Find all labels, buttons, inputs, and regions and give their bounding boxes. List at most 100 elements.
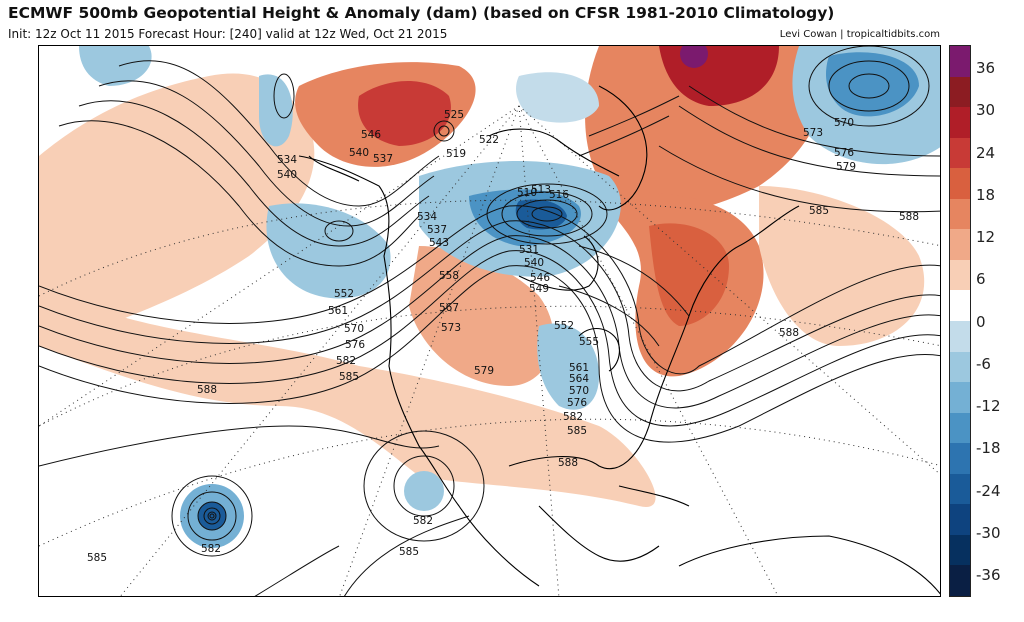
anomaly-north-atlantic-core — [826, 52, 919, 117]
anomaly-great-lakes — [537, 323, 599, 410]
colorbar-segment — [950, 198, 970, 230]
contour — [588, 95, 680, 137]
contour-label: 585 — [567, 425, 587, 437]
colorbar-segment — [950, 504, 970, 536]
colorbar-label: -6 — [976, 354, 991, 373]
longitude-line — [119, 105, 520, 596]
contour — [39, 205, 940, 375]
colorbar-segment — [950, 321, 970, 353]
contour-label: 567 — [439, 302, 459, 314]
colorbar-segment — [950, 534, 970, 566]
contour-label: 588 — [899, 211, 919, 223]
contour-label: 579 — [836, 161, 856, 173]
contour-label: 546 — [530, 272, 550, 284]
coastline-central-america — [538, 505, 660, 562]
contour-label: 588 — [197, 384, 217, 396]
contour-label: 579 — [474, 365, 494, 377]
contour-label: 585 — [87, 552, 107, 564]
colorbar-label: -18 — [976, 439, 1001, 458]
anomaly-colorbar — [949, 45, 971, 597]
anomaly-west-us — [409, 246, 554, 386]
colorbar-segment — [950, 259, 970, 291]
contour-label: 585 — [339, 371, 359, 383]
closed-contour — [187, 491, 237, 541]
contour-label: 585 — [399, 546, 419, 558]
contour-label: 561 — [328, 305, 348, 317]
colorbar-segment — [950, 76, 970, 108]
contour-label: 516 — [549, 189, 569, 201]
contour-label: 576 — [345, 339, 365, 351]
credit-text: Levi Cowan | tropicaltidbits.com — [779, 29, 940, 40]
contour — [344, 515, 470, 596]
anomaly-hudson — [516, 72, 599, 123]
closed-contour — [516, 199, 578, 229]
contour — [578, 245, 690, 317]
anomaly-greenland — [585, 46, 827, 215]
contour-label: 540 — [349, 147, 369, 159]
colorbar-label: 30 — [976, 101, 996, 120]
anomaly-east-us-core — [649, 223, 729, 326]
contour-label: 588 — [558, 457, 578, 469]
longitude-line — [39, 105, 520, 427]
colorbar-label: 18 — [976, 185, 996, 204]
contour — [39, 250, 940, 427]
colorbar-label: 24 — [976, 143, 996, 162]
coastlines — [298, 85, 940, 595]
map-svg: 534 540 546 540 537 525 522 519 534 537 … — [39, 46, 940, 596]
contour-label: 585 — [809, 205, 829, 217]
contour-label: 522 — [479, 134, 499, 146]
colorbar-label: 36 — [976, 59, 996, 77]
closed-contour — [207, 511, 217, 521]
closed-contour — [209, 513, 215, 519]
coastline-greenland — [598, 85, 648, 211]
anomaly-north-pacific-low — [79, 46, 152, 86]
closed-contour — [273, 73, 295, 119]
contour-label: 540 — [524, 257, 544, 269]
colorbar-segment — [950, 351, 970, 383]
colorbar-segment — [950, 46, 970, 78]
contour-label: 552 — [554, 320, 574, 332]
contour-label: 537 — [427, 224, 447, 236]
closed-contour — [531, 206, 563, 222]
contour-label: 546 — [361, 129, 381, 141]
contour-label: 573 — [803, 127, 823, 139]
contour-label: 534 — [277, 154, 297, 166]
colorbar-label: 12 — [976, 228, 996, 246]
closed-contour — [828, 60, 910, 112]
closed-contour — [393, 455, 455, 517]
closed-contour — [808, 46, 930, 127]
contour-label: 564 — [569, 373, 589, 385]
contour — [78, 100, 430, 247]
contour-label: 552 — [334, 288, 354, 300]
contour-label: 531 — [519, 244, 539, 256]
contour-label: 558 — [439, 270, 459, 282]
coastline-alaska-south — [308, 155, 360, 182]
coastline-arctic-islands — [488, 128, 620, 177]
positive-anomaly-shading — [39, 46, 925, 507]
contour — [678, 105, 940, 177]
contour — [39, 220, 940, 392]
anomaly-gulf-alaska-low — [266, 203, 391, 299]
contour-label: 573 — [441, 322, 461, 334]
coastline-gulf-east — [508, 205, 800, 470]
colorbar-label: -30 — [976, 523, 1001, 542]
contour — [254, 545, 340, 596]
colorbar-segment — [950, 290, 970, 322]
closed-contour — [433, 120, 455, 142]
contour-label: 510 — [517, 187, 537, 199]
coastline-south-america — [678, 535, 940, 595]
anomaly-atlantic — [759, 186, 925, 346]
contour-label: 543 — [429, 237, 449, 249]
contour — [578, 115, 670, 157]
colorbar-segment — [950, 412, 970, 444]
graticule — [39, 105, 940, 596]
init-forecast-line: Init: 12z Oct 11 2015 Forecast Hour: [24… — [8, 27, 448, 41]
contour-labels: 534 540 546 540 537 525 522 519 534 537 … — [87, 109, 919, 564]
contour-label: 540 — [277, 169, 297, 181]
closed-contour — [197, 501, 227, 531]
closed-contour — [203, 507, 221, 525]
contour-label: 519 — [446, 148, 466, 160]
contour — [688, 85, 940, 157]
colorbar-label: 6 — [976, 270, 986, 289]
contour-label: 525 — [444, 109, 464, 121]
